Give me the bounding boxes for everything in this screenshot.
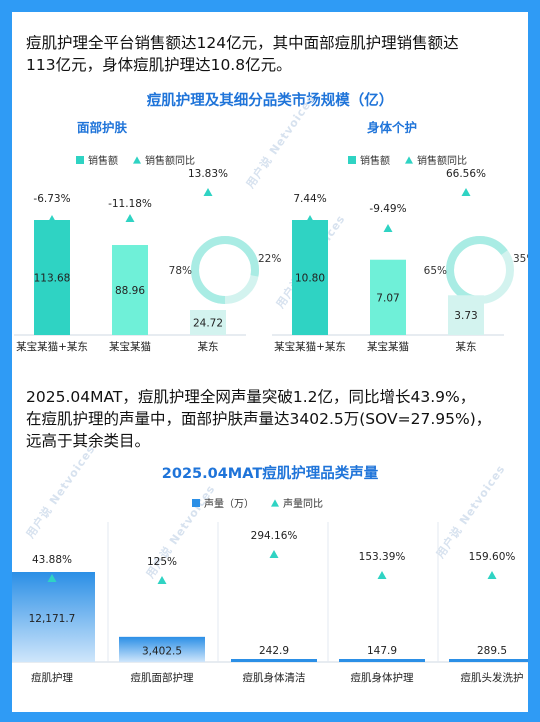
face-bar-value: 113.68: [34, 273, 71, 285]
volume-yoy-label: 294.16%: [251, 530, 298, 542]
face-bar: [34, 220, 70, 335]
face-yoy-label: -6.73%: [33, 193, 70, 205]
face-legend-label-bar: 销售额: [88, 154, 118, 167]
volume-bar: [231, 659, 317, 662]
face-category-label: 某宝某猫+某东: [16, 340, 88, 353]
body-yoy-label: 7.44%: [293, 193, 326, 205]
volume-bar-value: 289.5: [477, 645, 507, 657]
volume-category-label: 痘肌身体护理: [351, 671, 414, 684]
volume-bar-value: 242.9: [259, 645, 289, 657]
body-category-label: 某宝某猫: [367, 340, 409, 353]
volume-category-label: 痘肌身体清洁: [243, 671, 306, 684]
face-subtitle: 面部护肤: [77, 120, 128, 135]
volume-yoy-label: 43.88%: [32, 554, 72, 566]
body-category-label: 某东: [456, 340, 477, 353]
face-category-label: 某宝某猫: [109, 340, 151, 353]
volume-legend-swatch-yoy: [271, 499, 279, 507]
volume-bar: [449, 659, 528, 662]
body-bar-value: 3.73: [454, 310, 477, 322]
face-bar: [190, 309, 226, 335]
body-legend-label-bar: 销售额: [360, 154, 390, 167]
volume-category-label: 痘肌头发洗护: [461, 671, 524, 684]
face-donut-label-minor: 22%: [258, 253, 281, 265]
body-donut-label-minor: 35%: [513, 253, 528, 265]
section2-line-3: 远高于其余类目。: [26, 432, 151, 450]
body-bar-value: 7.07: [376, 292, 399, 304]
body-bar: [292, 220, 328, 335]
volume-bar-value: 147.9: [367, 645, 397, 657]
volume-yoy-label: 153.39%: [359, 551, 406, 563]
body-legend-swatch-bar: [348, 156, 356, 164]
face-legend-label-yoy: 销售额同比: [145, 154, 195, 167]
volume-yoy-marker: [47, 573, 57, 583]
body-subtitle: 身体个护: [367, 120, 417, 135]
volume-bar-value: 12,171.7: [29, 613, 76, 625]
face-donut-label-major: 78%: [169, 265, 192, 277]
face-donut-major: [191, 236, 259, 304]
body-yoy-label: 66.56%: [446, 168, 486, 180]
volume-category-label: 痘肌面部护理: [131, 671, 194, 684]
body-legend-swatch-yoy: [405, 156, 413, 164]
face-bar-value: 24.72: [193, 317, 223, 329]
volume-bar: [119, 636, 205, 662]
face-yoy-marker: [125, 213, 135, 223]
volume-yoy-marker: [377, 570, 387, 580]
body-yoy-marker: [383, 223, 393, 233]
volume-yoy-label: 125%: [147, 556, 177, 568]
volume-yoy-label: 159.60%: [469, 551, 516, 563]
volume-legend-label-bar: 声量（万）: [204, 497, 254, 510]
intro-line-2: 113亿元，身体痘肌护理达10.8亿元。: [26, 56, 292, 74]
chart1-title: 痘肌护理及其细分品类市场规模（亿）: [146, 93, 394, 109]
section2-line-1: 2025.04MAT，痘肌护理全网声量突破1.2亿，同比增长43.9%，: [26, 388, 476, 406]
face-category-label: 某东: [198, 340, 219, 353]
body-category-label: 某宝某猫+某东: [274, 340, 346, 353]
body-bar: [370, 259, 406, 335]
body-yoy-marker: [461, 187, 471, 197]
volume-yoy-marker: [269, 549, 279, 559]
face-bar-value: 88.96: [115, 285, 145, 297]
face-yoy-label: -11.18%: [108, 198, 152, 210]
volume-bar: [339, 659, 425, 662]
intro-line-1: 痘肌护理全平台销售额达124亿元，其中面部痘肌护理销售额达: [26, 34, 459, 52]
volume-yoy-marker: [487, 570, 497, 580]
section2-line-2: 在痘肌护理的声量中，面部护肤声量达3402.5万(SOV=27.95%)，: [26, 410, 492, 428]
body-bar-value: 10.80: [295, 273, 325, 285]
face-yoy-marker: [47, 214, 57, 224]
face-yoy-label: 13.83%: [188, 168, 228, 180]
body-yoy-marker: [305, 214, 315, 224]
volume-yoy-marker: [157, 575, 167, 585]
face-bar: [112, 245, 148, 335]
volume-bar: [12, 572, 95, 662]
face-yoy-marker: [203, 187, 213, 197]
volume-category-label: 痘肌护理: [31, 671, 73, 684]
face-legend-swatch-yoy: [133, 156, 141, 164]
content-card: 痘肌护理全平台销售额达124亿元，其中面部痘肌护理销售额达 113亿元，身体痘肌…: [12, 12, 528, 712]
volume-legend-label-yoy: 声量同比: [283, 497, 323, 510]
body-yoy-label: -9.49%: [369, 203, 406, 215]
chart2-title: 2025.04MAT痘肌护理品类声量: [161, 466, 379, 482]
body-donut-label-major: 65%: [424, 265, 447, 277]
face-legend-swatch-bar: [76, 156, 84, 164]
body-bar: [448, 295, 484, 335]
volume-legend-swatch-bar: [192, 499, 200, 507]
volume-bar-value: 3,402.5: [142, 645, 182, 657]
body-legend-label-yoy: 销售额同比: [417, 154, 467, 167]
